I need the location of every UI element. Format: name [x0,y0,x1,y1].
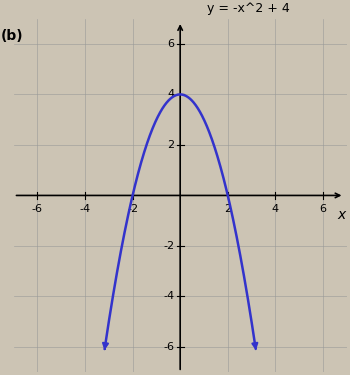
Text: y = -x^2 + 4: y = -x^2 + 4 [207,2,289,15]
Text: -6: -6 [32,204,43,214]
Text: -4: -4 [79,204,91,214]
Text: 4: 4 [272,204,279,214]
Text: 6: 6 [167,39,174,49]
Text: -2: -2 [163,241,174,251]
Text: 6: 6 [320,204,327,214]
Text: 4: 4 [167,89,174,99]
Text: x: x [337,208,345,222]
Text: 2: 2 [167,140,174,150]
Text: -2: -2 [127,204,138,214]
Text: 2: 2 [224,204,231,214]
Text: (b): (b) [0,29,23,43]
Text: -4: -4 [163,291,174,302]
Text: -6: -6 [163,342,174,352]
